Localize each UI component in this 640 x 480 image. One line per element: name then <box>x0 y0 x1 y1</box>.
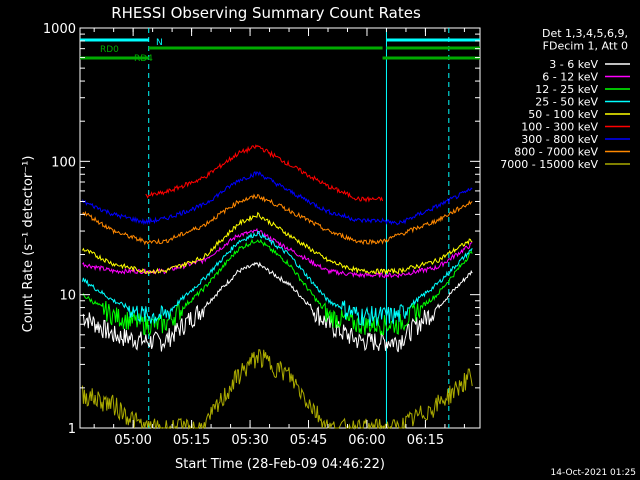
legend-label-5: 100 - 300 keV <box>521 121 598 134</box>
legend-label-7: 800 - 7000 keV <box>514 146 598 159</box>
y-tick-label-3: 1000 <box>43 22 76 37</box>
footer-date: 14-Oct-2021 01:25 <box>551 468 636 478</box>
legend-header-0: Det 1,3,4,5,6,9, <box>542 27 628 40</box>
x-tick-label-0: 05:00 <box>114 433 151 448</box>
legend-label-0: 3 - 6 keV <box>549 58 598 71</box>
series-line-0 <box>82 261 473 353</box>
legend-header-1: FDecim 1, Att 0 <box>543 40 628 53</box>
x-tick-label-4: 06:00 <box>348 433 385 448</box>
chart-title: RHESSI Observing Summary Count Rates <box>111 4 421 22</box>
y-tick-label-2: 100 <box>51 155 76 170</box>
plot-border <box>79 27 481 429</box>
legend-label-4: 50 - 100 keV <box>528 108 598 121</box>
x-tick-label-1: 05:15 <box>173 433 210 448</box>
axis-layer: 05:00 05:15 05:30 05:45 06:00 06:15 1 10 100 1000 <box>43 22 480 448</box>
series-line-2 <box>82 238 473 337</box>
x-tick-label-3: 05:45 <box>290 433 327 448</box>
series-line-7 <box>82 193 473 246</box>
series-line-6 <box>82 170 473 226</box>
flag-layer: N RD0 RD4 <box>80 38 480 64</box>
series-line-5 <box>145 144 384 203</box>
flag-label-n: N <box>156 38 163 48</box>
legend: Det 1,3,4,5,6,9,FDecim 1, Att 0 3 - 6 keV… <box>500 27 630 171</box>
y-axis-label: Count Rate (s⁻¹ detector⁻¹) <box>21 156 36 333</box>
flag-label-rd4: RD4 <box>134 54 153 64</box>
y-tick-label-1: 10 <box>59 289 76 304</box>
y-tick-label-0: 1 <box>68 422 76 437</box>
legend-label-6: 300 - 800 keV <box>521 133 598 146</box>
series-line-1 <box>82 227 473 279</box>
legend-label-1: 6 - 12 keV <box>542 71 598 84</box>
x-axis-label: Start Time (28-Feb-09 04:46:22) <box>175 457 385 472</box>
legend-label-8: 7000 - 15000 keV <box>500 158 598 171</box>
x-tick-label-5: 06:15 <box>407 433 444 448</box>
legend-label-3: 25 - 50 keV <box>535 96 598 109</box>
series-line-3 <box>82 230 473 327</box>
x-tick-label-2: 05:30 <box>231 433 268 448</box>
plot-area <box>79 27 481 429</box>
series-layer <box>82 144 473 430</box>
series-line-8 <box>82 349 473 430</box>
flag-label-rd0: RD0 <box>100 45 119 55</box>
series-line-4 <box>82 211 473 275</box>
legend-label-2: 12 - 25 keV <box>535 83 598 96</box>
